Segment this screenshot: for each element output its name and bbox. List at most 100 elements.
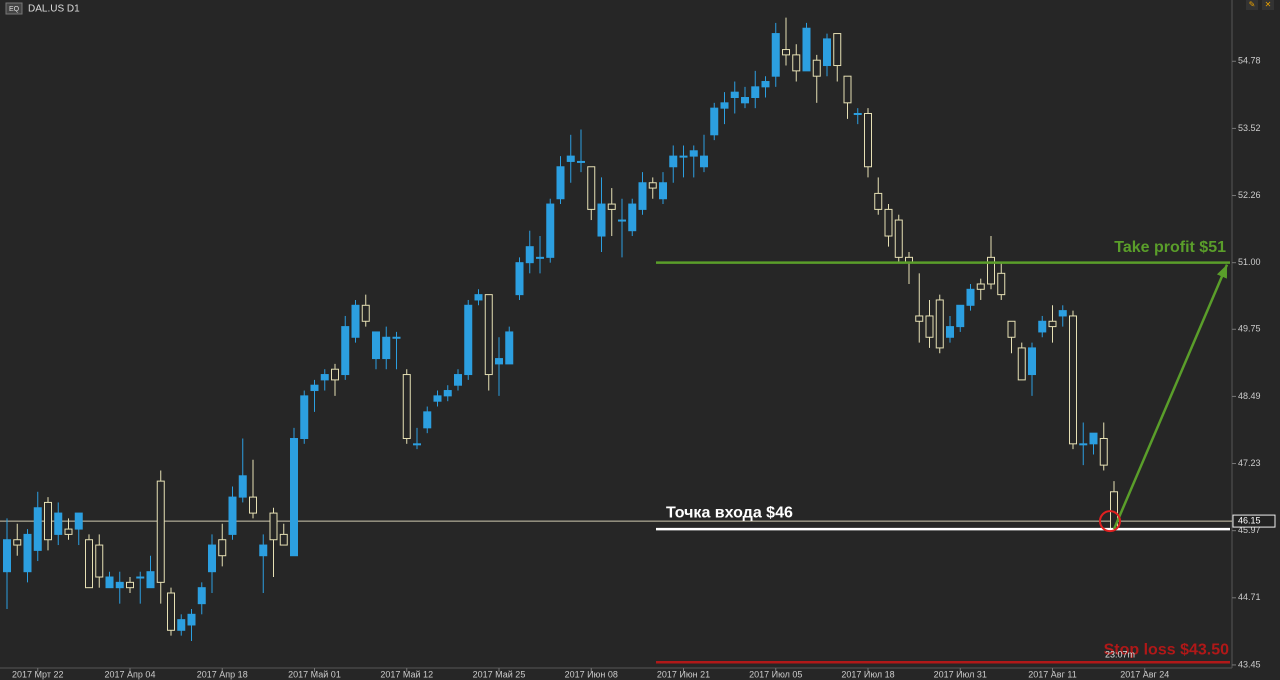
x-tick-label: 2017 Июл 31 [934, 669, 987, 679]
y-tick-label: 48.49 [1238, 391, 1261, 401]
arrow-shaft [1112, 264, 1229, 530]
candle-body [556, 166, 565, 200]
candle-body [577, 160, 585, 163]
level-label: Точка входа $46 [666, 504, 793, 521]
candle-body [536, 256, 544, 259]
y-tick-label: 54.78 [1238, 56, 1261, 66]
candle-body [833, 33, 842, 67]
candle-body [1089, 432, 1098, 445]
candle-body [23, 533, 32, 573]
candle-body [464, 304, 473, 376]
candle-body [935, 299, 944, 349]
candle-body [249, 496, 257, 514]
candle-body [54, 512, 63, 535]
candle-body [218, 539, 227, 557]
candle-body [474, 294, 483, 301]
level-label: Take profit $51 [1114, 239, 1226, 256]
candle-body [515, 262, 524, 296]
candle-body [925, 315, 934, 338]
candle-body [495, 358, 503, 365]
candle-body [956, 304, 965, 328]
candle-body [361, 304, 370, 322]
candle-body [372, 331, 380, 360]
candle-body [823, 38, 831, 67]
candle-body [946, 326, 954, 338]
candle-body [413, 443, 421, 446]
candle-body [525, 246, 534, 264]
candle-body [351, 304, 360, 338]
candle-body [167, 592, 175, 631]
y-tick-label: 51.00 [1238, 257, 1261, 267]
candle-body [997, 272, 1006, 296]
candle-body [290, 437, 298, 557]
candle-body [13, 539, 22, 546]
candle-body [269, 512, 278, 541]
candle-body [505, 331, 514, 365]
candle-body [802, 27, 811, 72]
y-tick-label: 44.71 [1238, 592, 1261, 602]
candle-body [392, 336, 401, 339]
candle-body [259, 544, 268, 557]
x-tick-label: 2017 Июл 05 [749, 669, 802, 679]
candle-body [966, 288, 975, 306]
candle-body [177, 619, 186, 631]
candle-body [1058, 310, 1067, 317]
chart-title: DAL.US D1 [28, 4, 80, 15]
candle-body [689, 150, 698, 157]
candle-body [771, 33, 780, 77]
candle-body [638, 182, 647, 210]
candle-body [95, 544, 104, 578]
candle-body [884, 208, 893, 237]
candle-body [187, 613, 196, 626]
candle-body [1007, 320, 1016, 338]
x-tick-label: 2017 Авг 11 [1028, 669, 1076, 679]
candle-body [146, 571, 155, 589]
candle-body [423, 411, 432, 429]
candle-body [607, 203, 616, 210]
candle-body [782, 49, 790, 56]
candle-body [433, 395, 442, 402]
candle-body [156, 480, 165, 583]
candle-body [741, 97, 749, 104]
y-tick-label: 53.52 [1238, 123, 1261, 133]
candle-body [208, 544, 216, 573]
candle-body [238, 475, 247, 498]
badge-box [5, 2, 23, 15]
current-price-label: 46.15 [1238, 515, 1261, 525]
candle-body [792, 54, 801, 72]
candle-body [710, 107, 719, 136]
x-tick-label: 2017 Май 12 [380, 669, 433, 679]
candle-body [64, 528, 73, 535]
x-tick-label: 2017 Мрт 22 [12, 669, 63, 679]
candle-body [310, 384, 319, 392]
candle-body [197, 587, 206, 605]
candle-body [700, 155, 708, 168]
candle-body [44, 501, 52, 541]
candle-body [484, 294, 493, 376]
badge: EQ [9, 6, 20, 13]
candle-body [454, 374, 462, 386]
candle-body [1028, 347, 1036, 376]
current-price-box [1232, 514, 1276, 528]
candle-body [136, 576, 145, 579]
candle-body [279, 533, 288, 546]
candle-body [853, 112, 862, 115]
candle-body [761, 81, 770, 88]
candle-body [126, 581, 134, 589]
x-tick-label: 2017 Май 25 [473, 669, 526, 679]
close-glyph: ✕ [1265, 0, 1272, 9]
candle-body [443, 390, 452, 397]
x-tick-label: 2017 Май 01 [288, 669, 341, 679]
candle-body [987, 256, 995, 285]
close-icon[interactable] [1262, 0, 1274, 10]
candle-body [402, 374, 411, 439]
pencil-glyph: ✎ [1249, 0, 1256, 9]
candle-body [105, 576, 114, 589]
candle-body [659, 182, 667, 200]
y-tick-label: 49.75 [1238, 324, 1261, 334]
candle-body [566, 155, 575, 162]
x-tick-label: 2017 Июл 18 [841, 669, 894, 679]
pencil-icon[interactable] [1246, 0, 1258, 10]
